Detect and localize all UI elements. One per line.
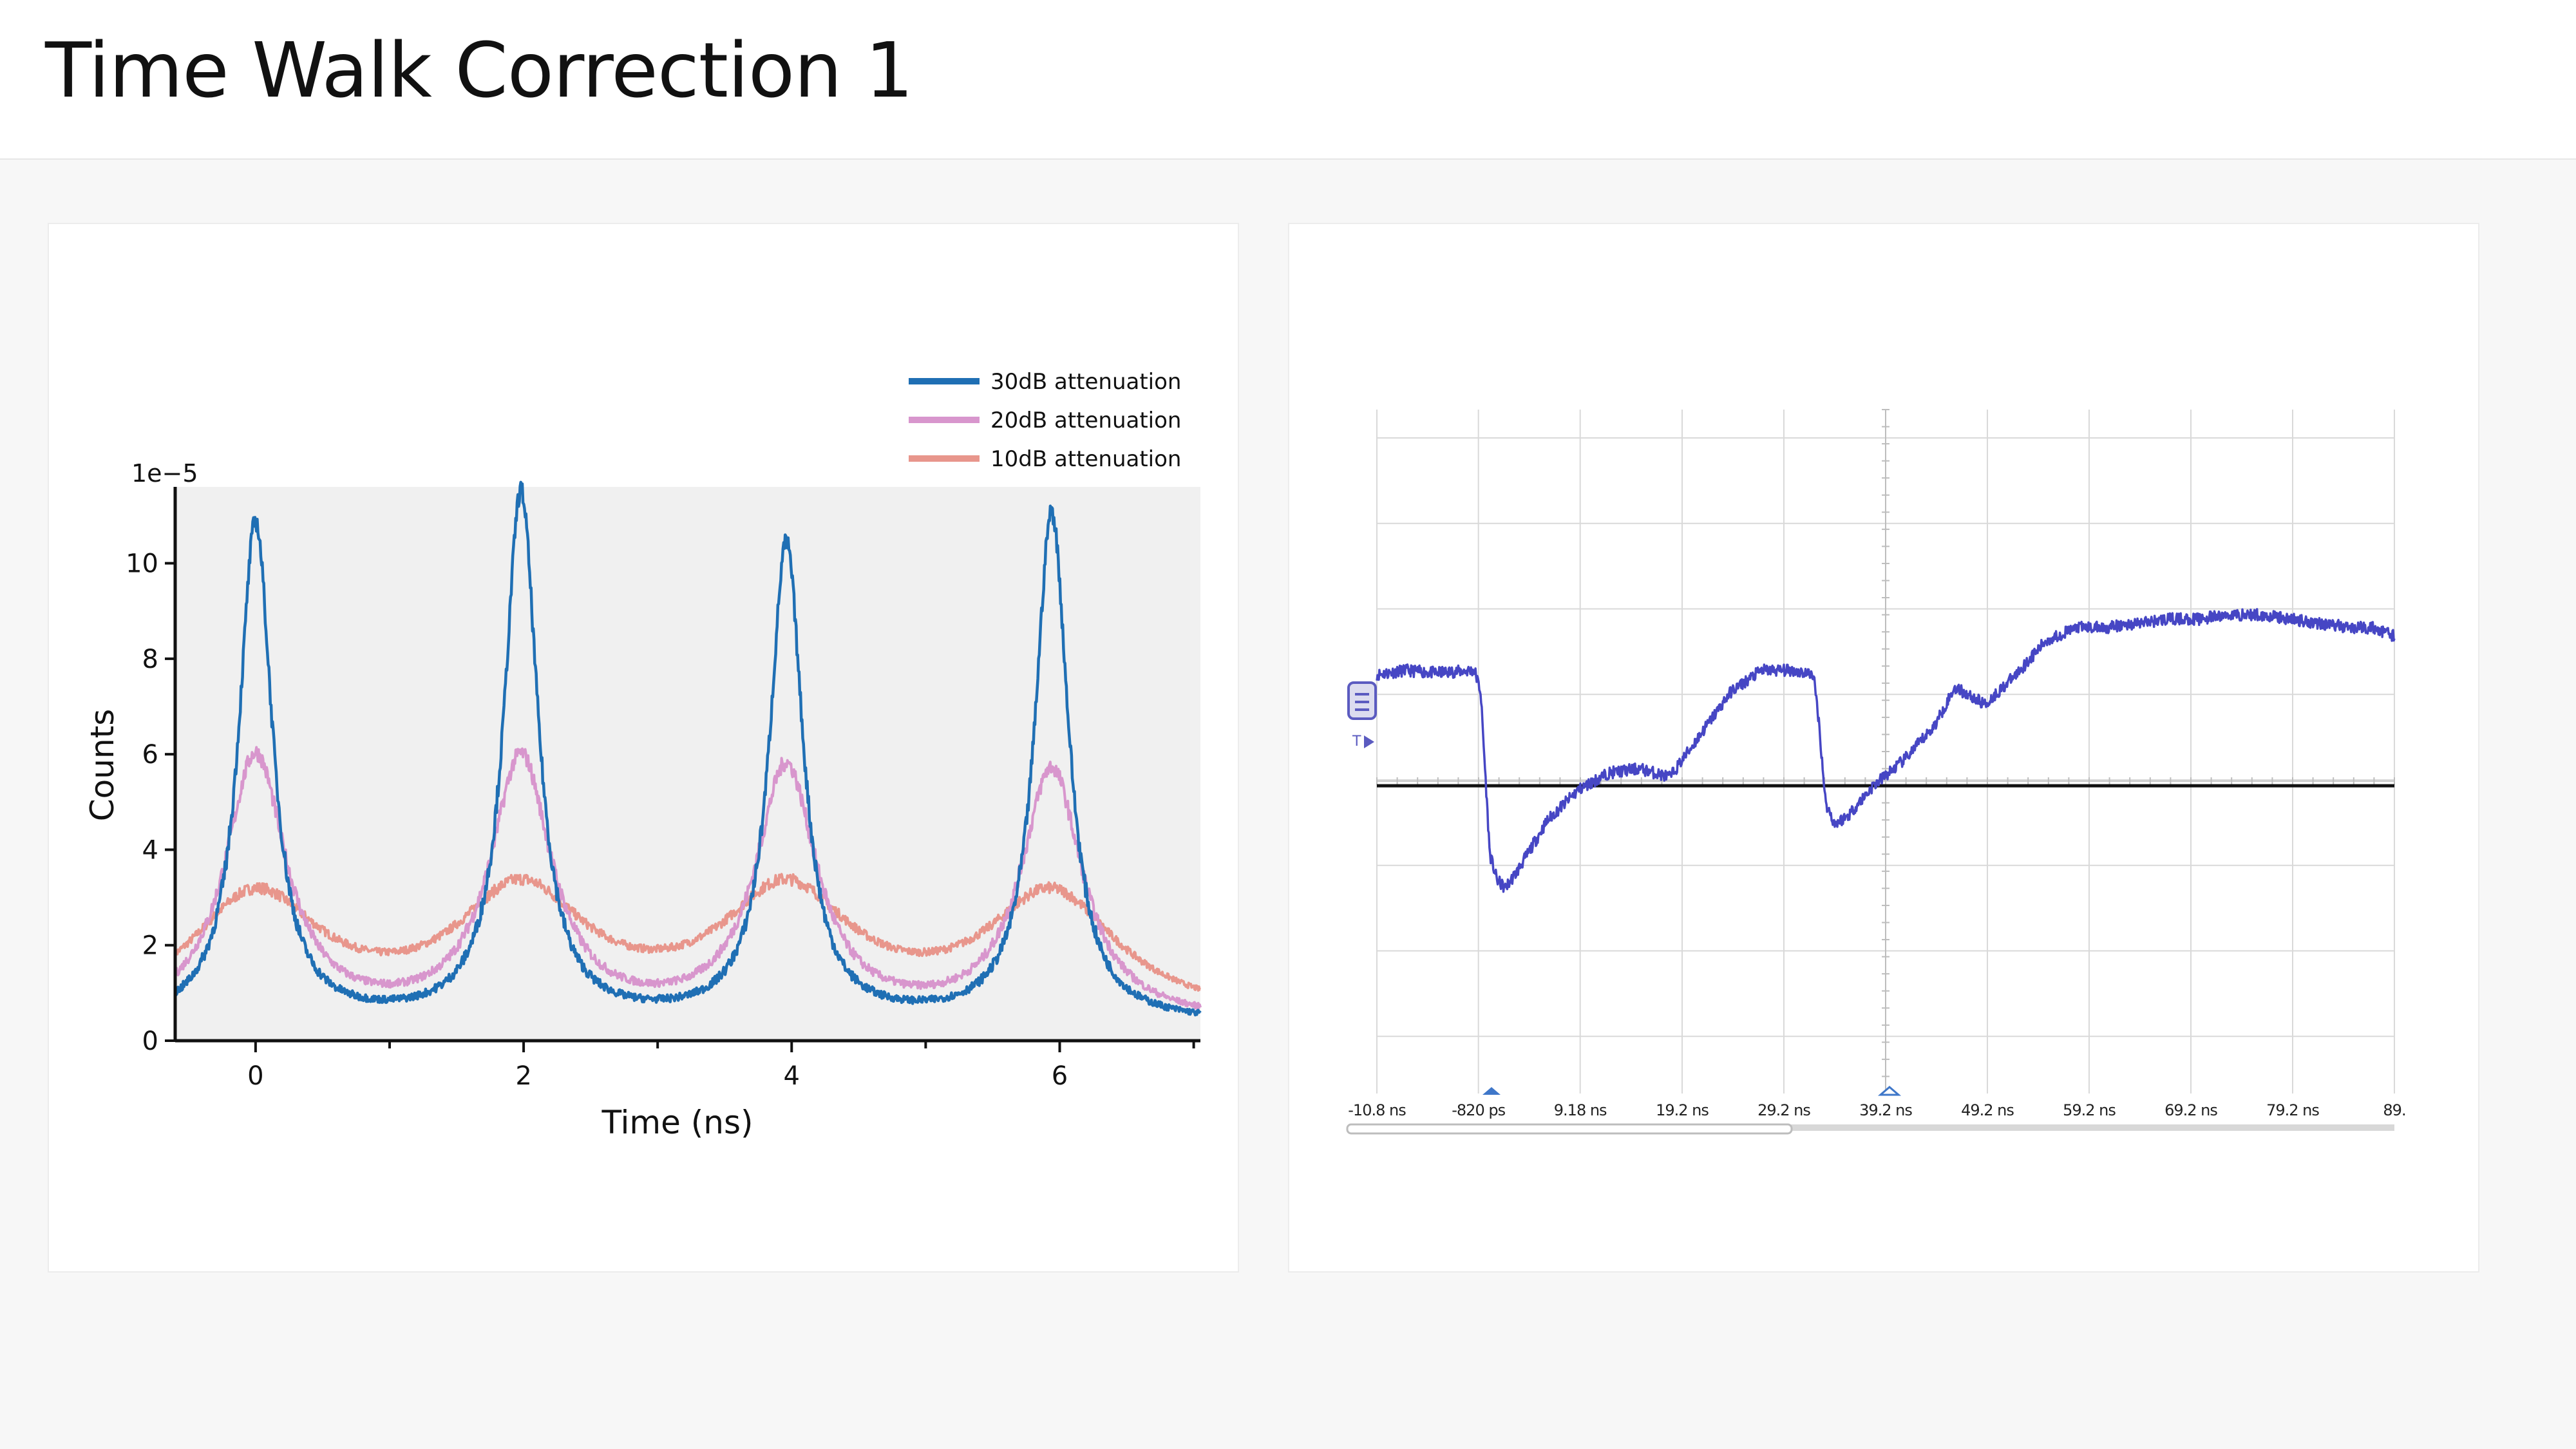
legend-label: 30dB attenuation xyxy=(990,369,1181,395)
time-axis-label: 9.18 ns xyxy=(1554,1101,1607,1119)
time-axis-label: 29.2 ns xyxy=(1757,1101,1810,1119)
plot-background xyxy=(175,487,1200,1041)
page-header: Time Walk Correction 1 xyxy=(0,0,2576,160)
y-tick-label: 6 xyxy=(142,740,158,770)
trigger-level-icon[interactable]: T xyxy=(1352,734,1374,750)
y-tick-label: 10 xyxy=(126,549,158,579)
trigger-position-marker[interactable] xyxy=(1482,1087,1501,1095)
y-axis-label: Counts xyxy=(84,709,121,822)
attenuation-histogram-chart: 0 2 4 6 0 2 4 6 8 10 1e−5 Time (ns) Counts 30dB … xyxy=(84,369,1202,1141)
timeline-scrollbar-track[interactable] xyxy=(1377,1124,2394,1131)
x-tick-label: 6 xyxy=(1052,1061,1068,1091)
time-axis-label: 69.2 ns xyxy=(2164,1101,2217,1119)
y-tick-label: 0 xyxy=(142,1027,158,1056)
x-tick-label: 2 xyxy=(515,1061,531,1091)
time-axis-label: -820 ps xyxy=(1452,1101,1505,1119)
time-axis-label: 79.2 ns xyxy=(2266,1101,2319,1119)
histogram-panel: 0 2 4 6 0 2 4 6 8 10 1e−5 Time (ns) Counts 30dB … xyxy=(48,223,1239,1273)
time-axis-label: 49.2 ns xyxy=(1961,1101,2014,1119)
time-axis-label: -10.8 ns xyxy=(1348,1101,1406,1119)
x-axis-label: Time (ns) xyxy=(601,1104,753,1141)
cursor-marker[interactable] xyxy=(1877,1086,1902,1096)
y-tick-label: 2 xyxy=(142,931,158,961)
oscilloscope-panel: T -10.8 ns -820 ps 9.18 ns 19.2 ns 29.2 ns 39… xyxy=(1288,223,2479,1273)
x-tick-label: 4 xyxy=(784,1061,800,1091)
legend-label: 10dB attenuation xyxy=(990,446,1181,472)
legend-label: 20dB attenuation xyxy=(990,408,1181,433)
series-line-10db-attenuation xyxy=(174,873,1201,992)
series-line-20db-attenuation xyxy=(174,746,1202,1010)
x-tick-label: 0 xyxy=(247,1061,263,1091)
y-tick-label: 8 xyxy=(142,645,158,674)
chart-legend: 30dB attenuation 20dB attenuation 10dB att… xyxy=(909,369,1181,472)
channel-marker-icon[interactable] xyxy=(1347,681,1377,720)
scope-grid xyxy=(1376,409,2395,1094)
series-line-30db-attenuation xyxy=(173,480,1202,1017)
page-title: Time Walk Correction 1 xyxy=(45,26,913,115)
svg-text:T: T xyxy=(1352,734,1361,750)
time-axis-label: 39.2 ns xyxy=(1859,1101,1912,1119)
y-tick-label: 4 xyxy=(142,835,158,865)
time-axis-label: 89. xyxy=(2383,1101,2405,1119)
time-axis-label: 59.2 ns xyxy=(2063,1101,2116,1119)
y-scale-label: 1e−5 xyxy=(131,459,198,488)
timeline-scrollbar-thumb[interactable] xyxy=(1346,1123,1793,1135)
oscilloscope-trace-chart: T -10.8 ns -820 ps 9.18 ns 19.2 ns 29.2 ns 39… xyxy=(1346,409,2407,1135)
time-axis-label: 19.2 ns xyxy=(1656,1101,1709,1119)
signal-trace xyxy=(1376,608,2396,893)
